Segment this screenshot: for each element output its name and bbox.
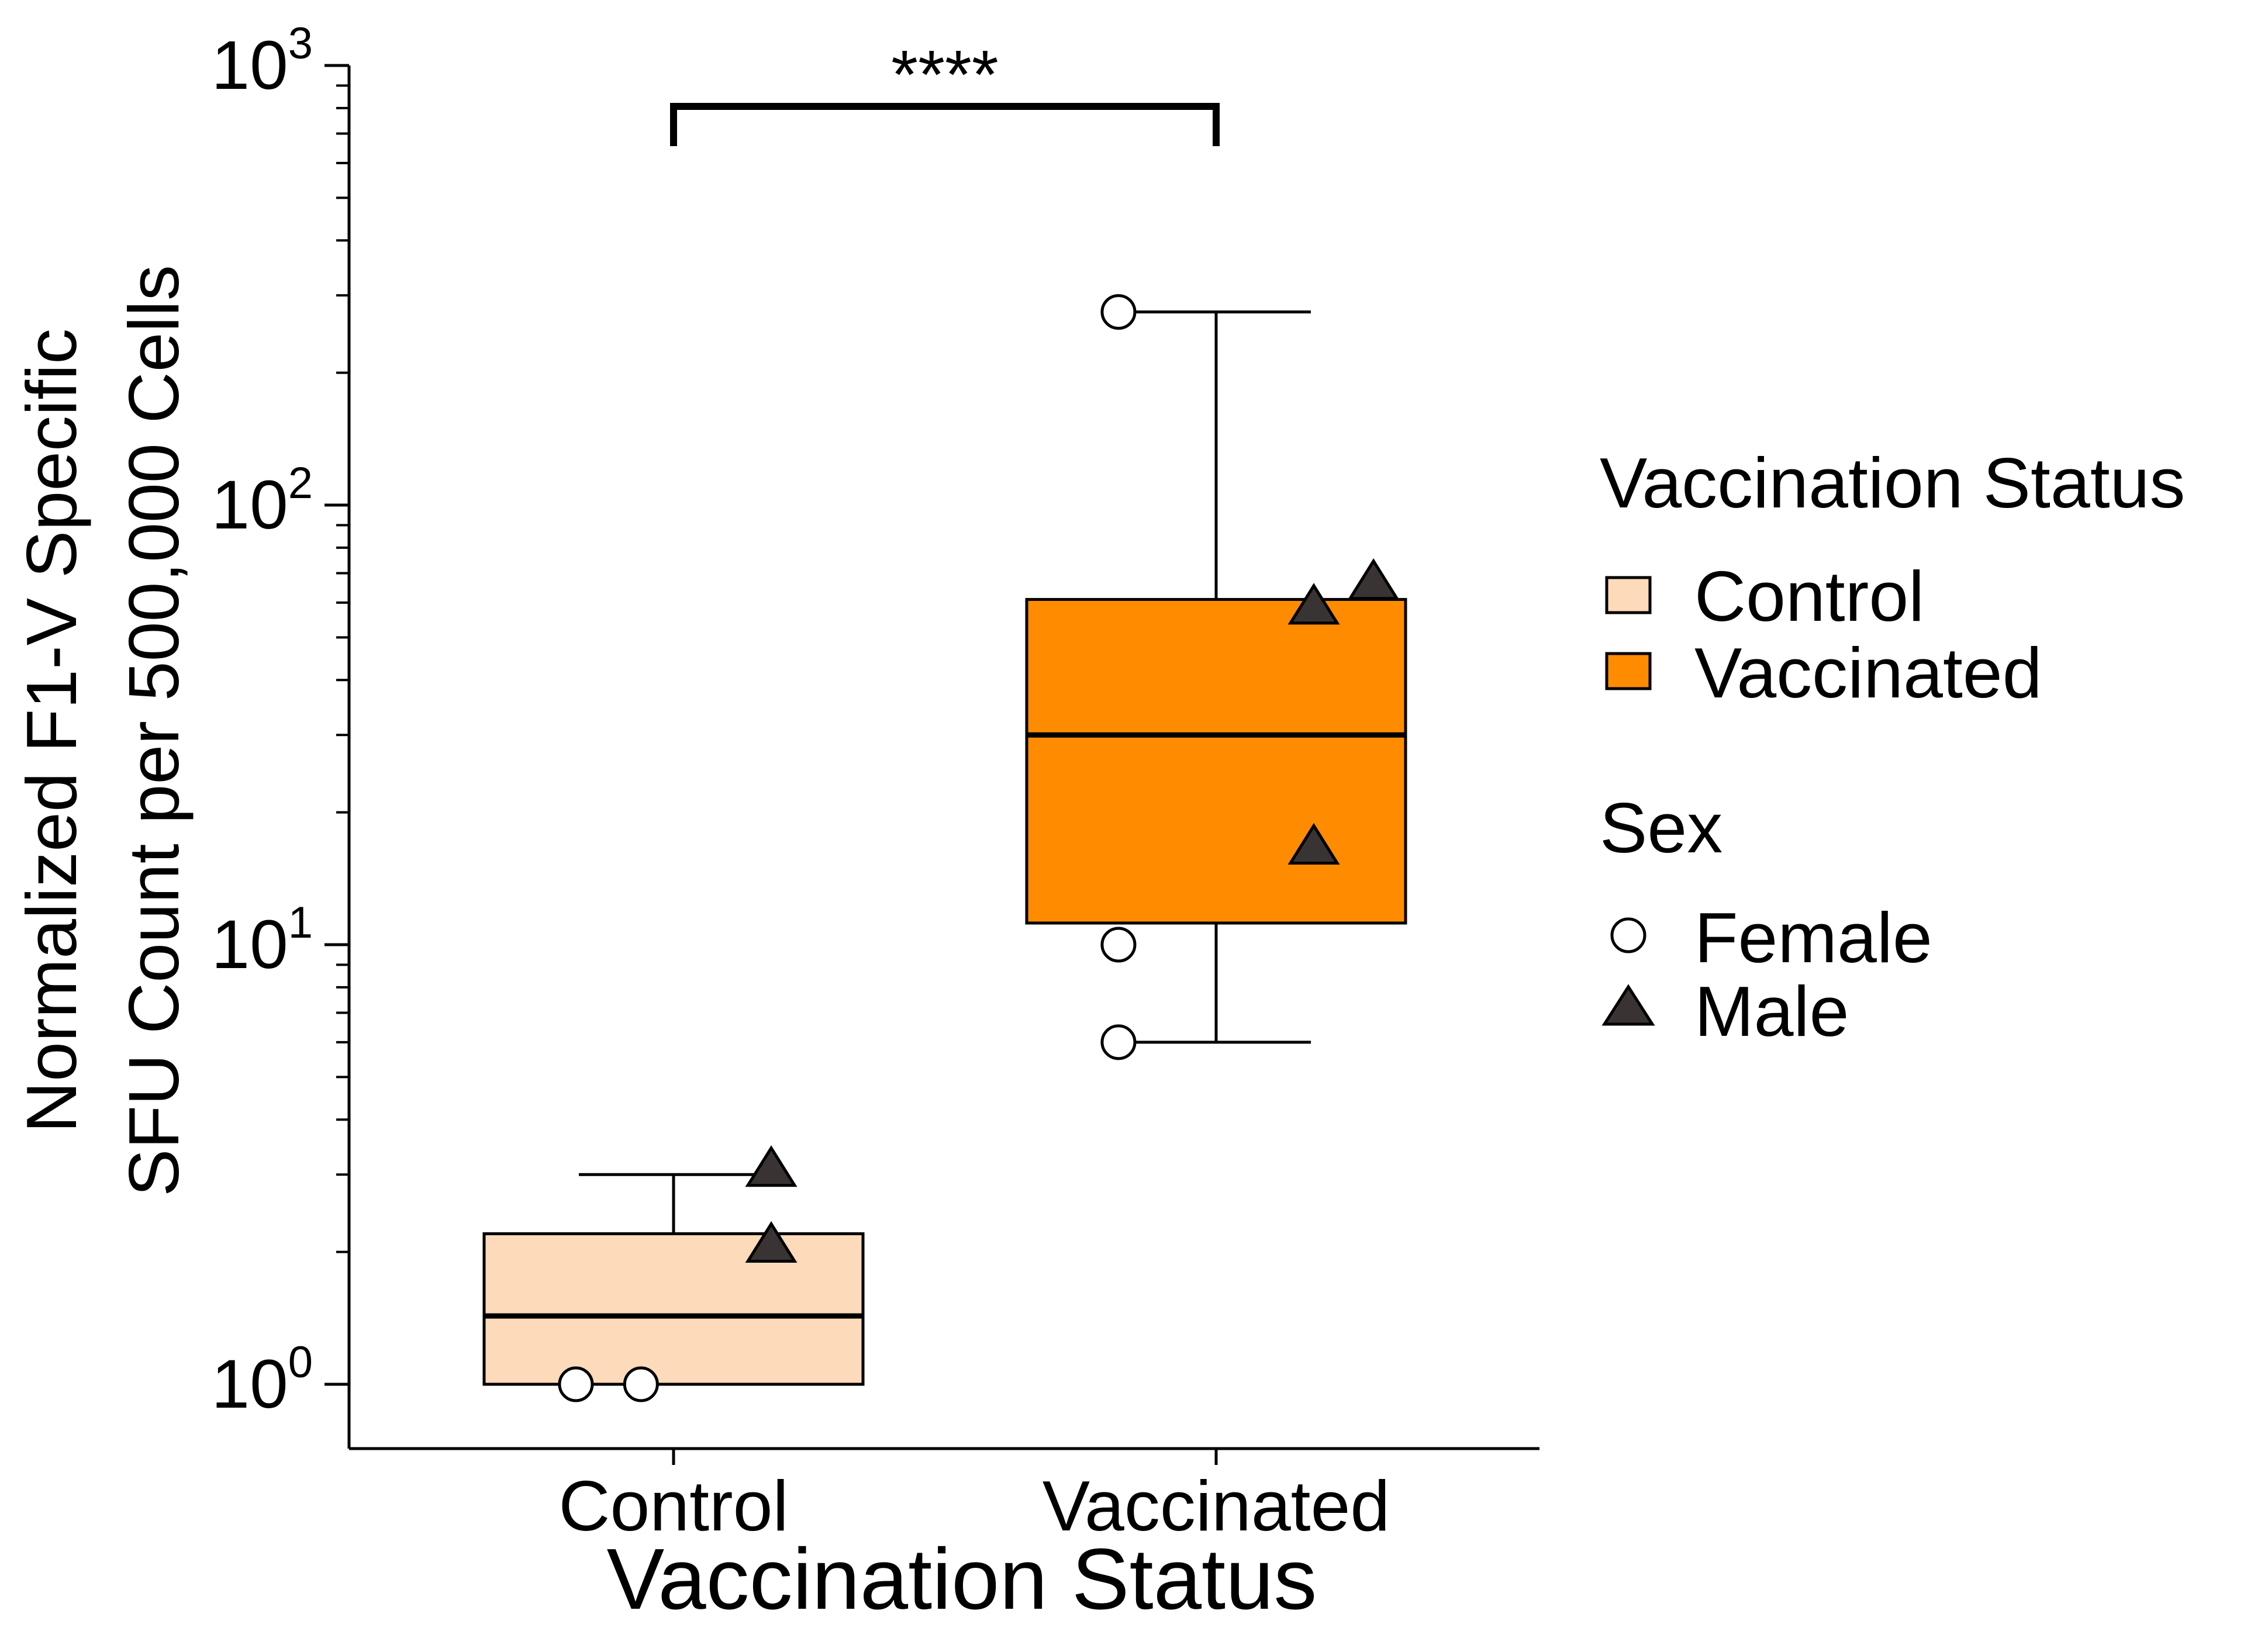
axes-layer: 100 101 102 103 Control Vaccinated <box>211 19 1539 1546</box>
x-tick-label-control: Control <box>558 1466 788 1546</box>
y-tick-label-3: 103 <box>211 19 313 104</box>
legend-label-control: Control <box>1694 557 1924 636</box>
point-female-vaccinated-6 <box>1100 1024 1137 1060</box>
legend-female-marker <box>1610 917 1646 953</box>
legend-fill-title: Vaccination Status <box>1600 443 2185 523</box>
point-male-control-2 <box>745 1145 798 1187</box>
legend-swatch-vaccinated <box>1605 652 1652 690</box>
significance-label: **** <box>891 36 999 113</box>
legend-label-vaccinated: Vaccinated <box>1694 633 2042 713</box>
y-axis-title-line-2: SFU Count per 500,000 Cells <box>114 265 194 1197</box>
point-female-control-1 <box>623 1366 659 1402</box>
y-tick-label-1: 101 <box>211 898 313 983</box>
boxes-layer <box>482 310 1407 1386</box>
legend: Vaccination Status Control Vaccinated Se… <box>1600 443 2185 1051</box>
legend-label-male: Male <box>1694 972 1849 1051</box>
x-axis-title: Vaccination Status <box>607 1531 1317 1627</box>
legend-male-marker <box>1601 984 1655 1026</box>
y-tick-label-2: 102 <box>211 458 313 544</box>
point-male-vaccinated-7 <box>1287 583 1340 625</box>
point-male-vaccinated-8 <box>1347 558 1400 600</box>
point-female-vaccinated-5 <box>1100 927 1137 963</box>
significance-layer: **** <box>670 36 1220 146</box>
point-male-vaccinated-9 <box>1287 822 1340 865</box>
points-layer <box>558 294 1400 1402</box>
legend-shape-title: Sex <box>1600 788 1722 868</box>
legend-label-female: Female <box>1694 898 1932 977</box>
box-vaccinated <box>1025 597 1407 925</box>
y-tick-label-0: 100 <box>211 1338 313 1423</box>
point-female-vaccinated-4 <box>1100 294 1137 330</box>
point-male-control-3 <box>745 1221 798 1263</box>
point-female-control-0 <box>558 1366 594 1402</box>
legend-swatch-control <box>1605 576 1652 614</box>
y-axis-title-line-1: Normalized F1-V Specific <box>12 329 91 1133</box>
box-control <box>482 1232 865 1386</box>
x-tick-label-vaccinated: Vaccinated <box>1042 1466 1390 1546</box>
significance-bracket <box>670 103 1220 146</box>
